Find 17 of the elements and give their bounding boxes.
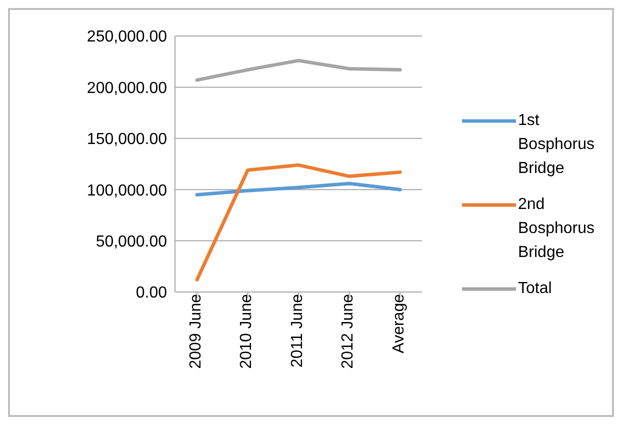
y-tick-label: 250,000.00	[86, 28, 168, 46]
line-series	[195, 163, 402, 282]
x-tick-label: Average	[390, 294, 408, 354]
line-series	[195, 182, 402, 196]
y-tick-label: 200,000.00	[86, 80, 168, 97]
x-tick-label: 2010 June	[238, 294, 256, 369]
x-tick-label: 2011 June	[288, 294, 306, 368]
x-tick-label: 2012 June	[340, 294, 357, 369]
legend-label: 2nd Bosphorus Bridge	[518, 194, 594, 262]
y-tick-label: 100,000.00	[86, 182, 168, 200]
line-series	[195, 58, 402, 82]
legend-label: 1st Bosphorus Bridge	[518, 110, 594, 178]
x-tick-label: 2009 June	[187, 294, 204, 369]
y-tick-label: 0.00	[136, 284, 168, 302]
y-tick-label: 50,000.00	[96, 233, 168, 250]
legend-label: Total	[518, 278, 552, 298]
y-tick-label: 150,000.00	[86, 131, 168, 148]
